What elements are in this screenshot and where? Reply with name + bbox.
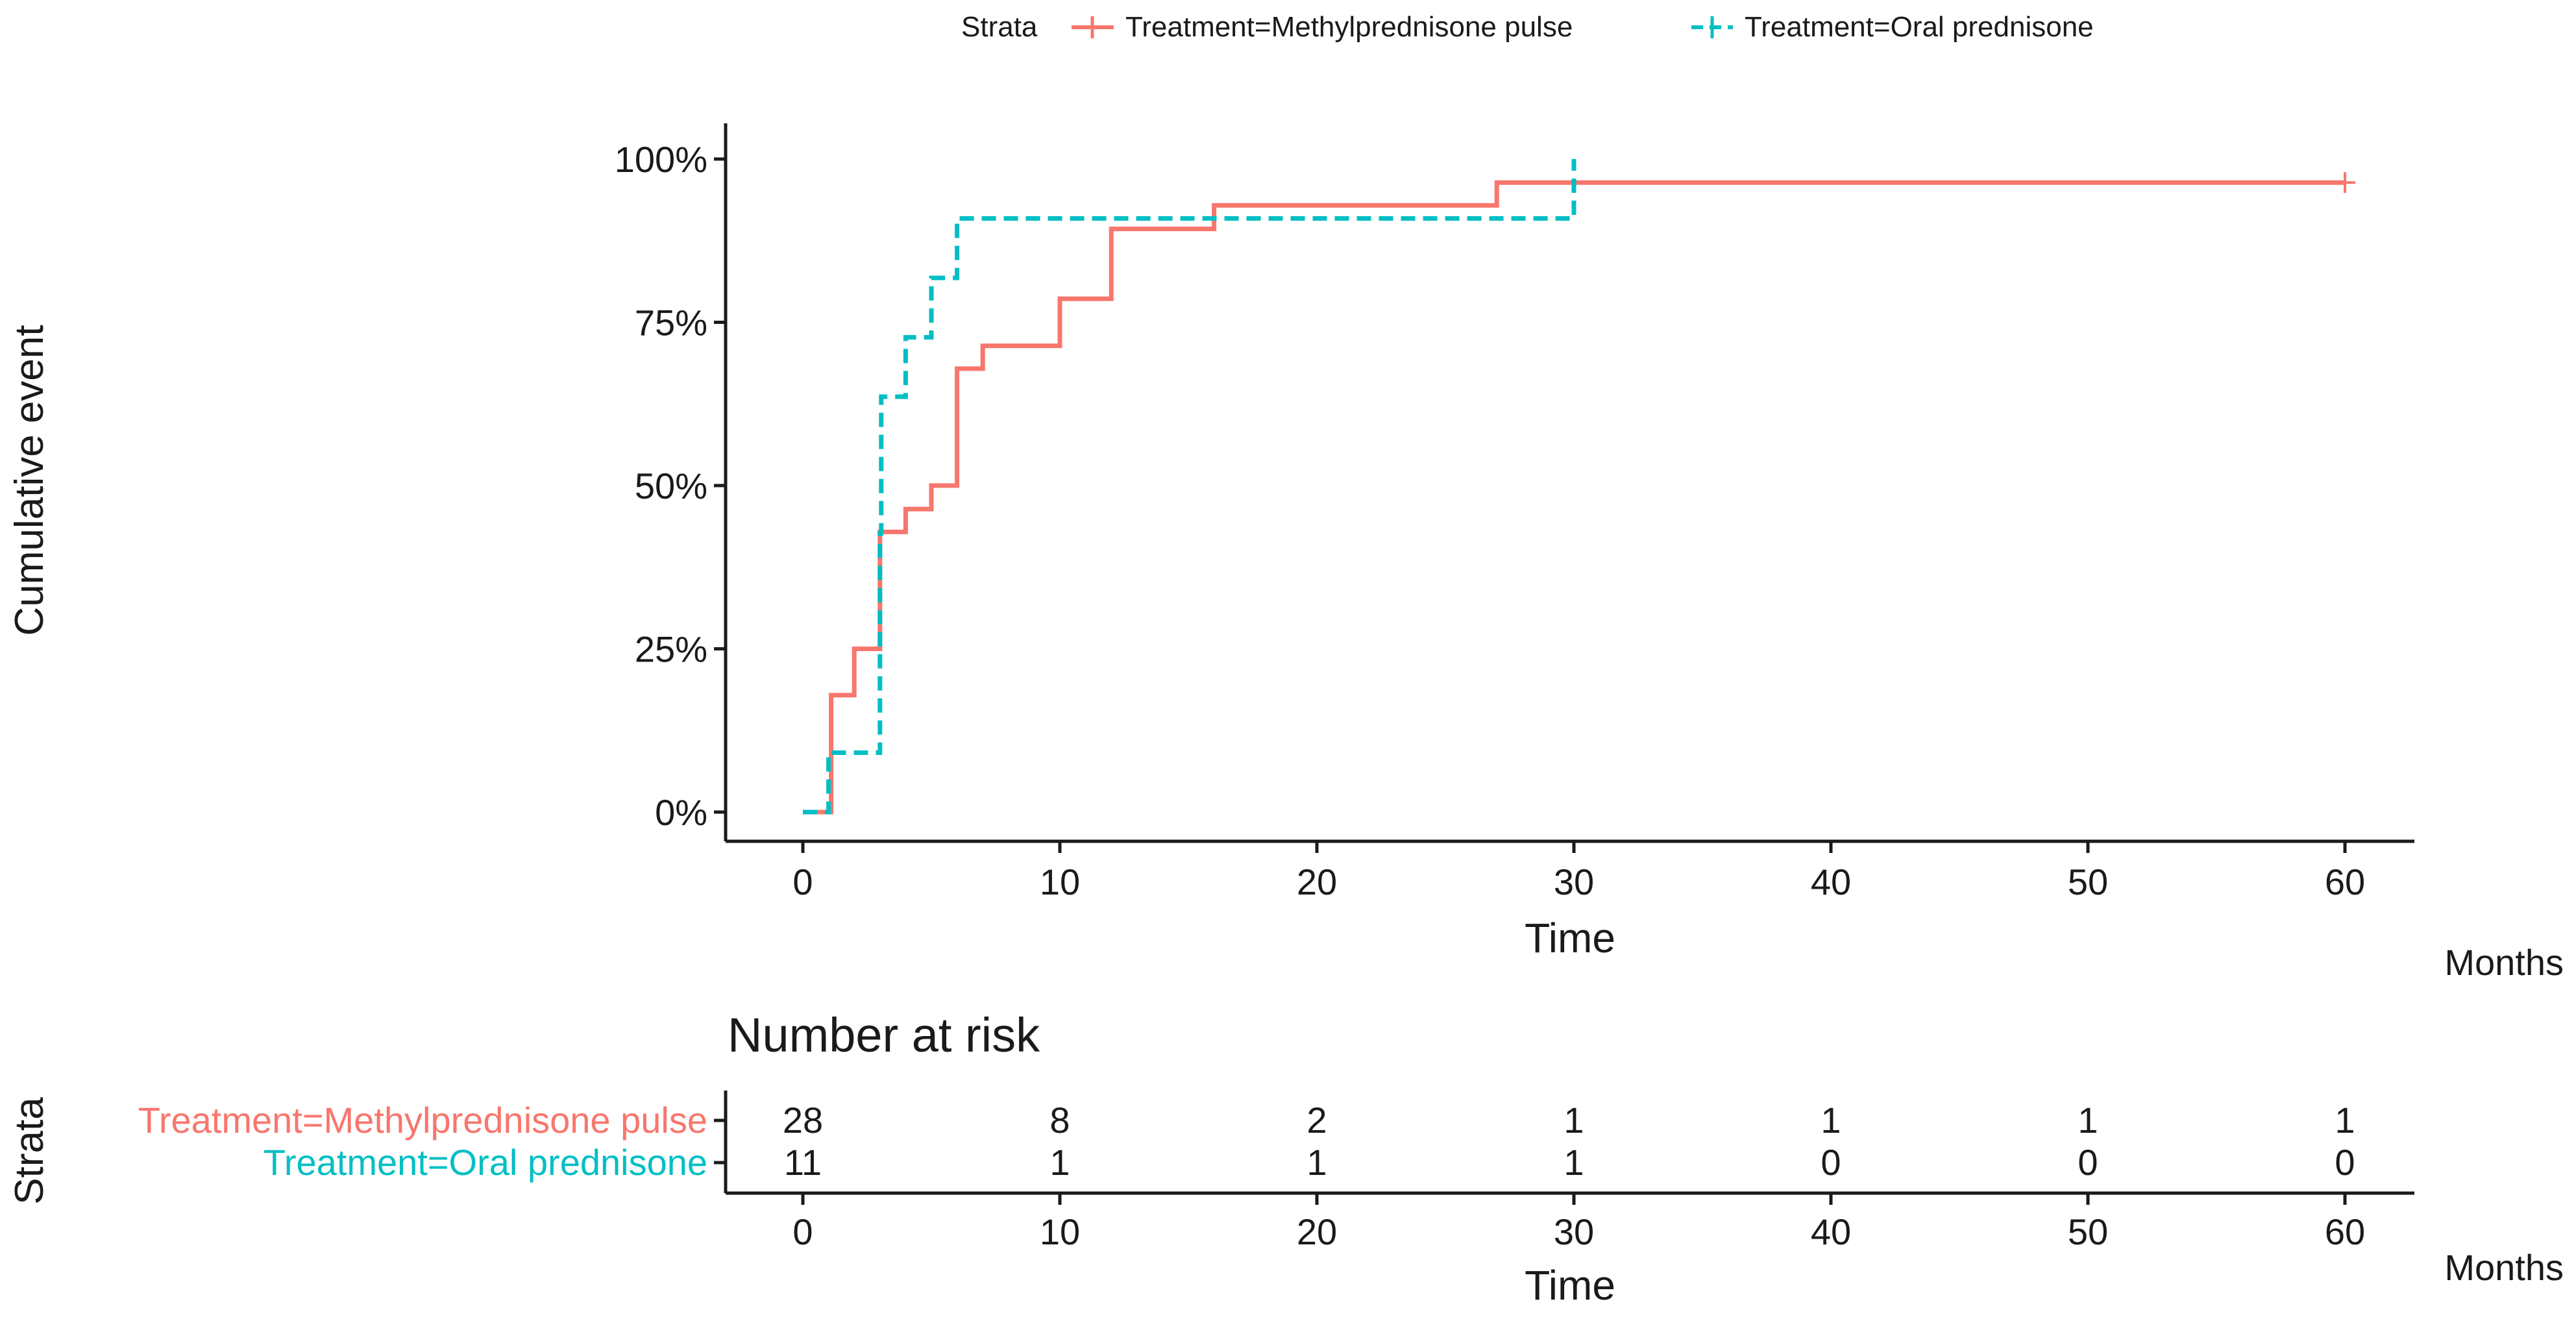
risk-cell-row0-col6: 1 (2335, 1100, 2355, 1141)
risk-x-tick-label-6: 60 (2325, 1211, 2365, 1252)
legend-entry-methylprednisone: Treatment=Methylprednisone pulse (1072, 11, 1573, 43)
risk-cell-row0-col2: 2 (1306, 1100, 1327, 1141)
risk-x-tick-label-0: 0 (792, 1211, 813, 1252)
main-series (803, 159, 2355, 815)
main-x-tick-label-2: 20 (1297, 861, 1337, 902)
main-y-ticks: 0% 25% 50% 75% 100% (615, 139, 726, 833)
risk-table-x-ticks: 0 10 20 30 40 50 60 (792, 1193, 2365, 1252)
risk-x-tick-label-1: 10 (1040, 1211, 1080, 1252)
km-curve-series-1 (803, 159, 1576, 815)
main-y-axis-title: Cumulative event (7, 325, 52, 636)
risk-cell-row1-col4: 0 (1821, 1142, 1841, 1183)
risk-cell-row0-col5: 1 (2078, 1100, 2098, 1141)
main-x-tick-label-5: 50 (2068, 861, 2108, 902)
risk-cell-row1-col5: 0 (2078, 1142, 2098, 1183)
risk-row-label-methylprednisone: Treatment=Methylprednisone pulse (138, 1100, 707, 1141)
risk-cell-row1-col1: 1 (1049, 1142, 1070, 1183)
legend: Strata Treatment=Methylprednisone pulse … (961, 11, 2094, 43)
main-x-tick-label-1: 10 (1040, 861, 1080, 902)
legend-label-oral-prednisone: Treatment=Oral prednisone (1745, 11, 2094, 43)
risk-table: Number at risk Strata Treatment=Methylpr… (7, 1008, 2564, 1309)
risk-cell-row0-col1: 8 (1049, 1100, 1070, 1141)
main-y-tick-label-1: 25% (635, 629, 707, 670)
risk-row-label-oral-prednisone: Treatment=Oral prednisone (264, 1142, 707, 1183)
legend-label-methylprednisone: Treatment=Methylprednisone pulse (1125, 11, 1573, 43)
risk-cell-row1-col0: 11 (784, 1142, 822, 1183)
risk-x-tick-label-3: 30 (1554, 1211, 1594, 1252)
risk-x-tick-label-4: 40 (1811, 1211, 1851, 1252)
main-x-tick-label-4: 40 (1811, 861, 1851, 902)
risk-table-y-title: Strata (7, 1097, 52, 1205)
main-y-tick-label-0: 0% (655, 792, 707, 833)
main-x-axis-title: Time (1525, 915, 1615, 961)
legend-entry-oral-prednisone: Treatment=Oral prednisone (1691, 11, 2094, 43)
risk-cell-row1-col6: 0 (2335, 1142, 2355, 1183)
main-x-tick-label-0: 0 (792, 861, 813, 902)
main-x-ticks: 0 10 20 30 40 50 60 (792, 841, 2365, 902)
main-x-unit-note: Months (2444, 942, 2564, 983)
risk-x-tick-label-2: 20 (1297, 1211, 1337, 1252)
main-x-tick-label-6: 60 (2325, 861, 2365, 902)
risk-cell-row0-col4: 1 (1821, 1100, 1841, 1141)
main-y-tick-label-4: 100% (615, 139, 707, 180)
km-curve-series-0 (803, 180, 2345, 815)
main-x-tick-label-3: 30 (1554, 861, 1594, 902)
risk-table-x-axis-title: Time (1525, 1262, 1615, 1309)
risk-table-cells: 28 8 2 1 1 1 111 1 1 1 0 0 0 (783, 1100, 2355, 1183)
legend-title: Strata (961, 11, 1038, 43)
risk-cell-row0-col0: 28 (783, 1100, 823, 1141)
main-y-tick-label-3: 75% (635, 302, 707, 343)
risk-cell-row0-col3: 1 (1564, 1100, 1584, 1141)
risk-cell-row1-col2: 1 (1306, 1142, 1327, 1183)
risk-cell-row1-col3: 1 (1564, 1142, 1584, 1183)
risk-table-x-unit-note: Months (2444, 1247, 2564, 1288)
main-plot: Cumulative event 0% 25% 50% 75% 100% 0 10 20 30… (7, 123, 2564, 983)
main-y-tick-label-2: 50% (635, 465, 707, 506)
risk-x-tick-label-5: 50 (2068, 1211, 2108, 1252)
risk-table-title: Number at risk (728, 1008, 1040, 1062)
